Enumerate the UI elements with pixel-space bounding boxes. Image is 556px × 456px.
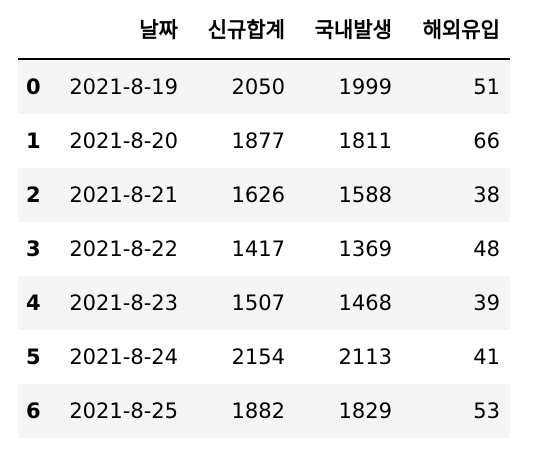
cell-date: 2021-8-24: [69, 345, 178, 369]
table-row: 6 2021-8-25 1882 1829 53: [18, 384, 510, 438]
header-total: 신규합계: [188, 0, 295, 60]
row-index: 0: [26, 75, 41, 99]
row-index: 1: [26, 129, 41, 153]
cell-domestic: 2113: [338, 345, 392, 369]
row-index: 5: [26, 345, 41, 369]
header-domestic: 국내발생: [295, 0, 402, 60]
cell-total: 1877: [231, 129, 285, 153]
header-index: [18, 0, 58, 60]
table-row: 5 2021-8-24 2154 2113 41: [18, 330, 510, 384]
cell-domestic: 1811: [338, 129, 392, 153]
cell-domestic: 1588: [338, 183, 392, 207]
table-row: 2 2021-8-21 1626 1588 38: [18, 168, 510, 222]
header-imported: 해외유입: [402, 0, 510, 60]
cell-imported: 41: [473, 345, 500, 369]
table-row: 3 2021-8-22 1417 1369 48: [18, 222, 510, 276]
cell-date: 2021-8-22: [69, 237, 178, 261]
cell-domestic: 1829: [338, 399, 392, 423]
row-index: 2: [26, 183, 41, 207]
table-row: 1 2021-8-20 1877 1811 66: [18, 114, 510, 168]
cell-domestic: 1468: [338, 291, 392, 315]
cell-imported: 53: [473, 399, 500, 423]
cell-date: 2021-8-20: [69, 129, 178, 153]
cell-total: 1626: [231, 183, 285, 207]
cell-total: 1882: [231, 399, 285, 423]
row-index: 4: [26, 291, 41, 315]
cell-total: 1417: [231, 237, 285, 261]
cell-date: 2021-8-21: [69, 183, 178, 207]
table-header: 날짜 신규합계 국내발생 해외유입: [18, 0, 510, 60]
table-body: 0 2021-8-19 2050 1999 51 1 2021-8-20 187…: [18, 59, 510, 438]
header-row: 날짜 신규합계 국내발생 해외유입: [18, 0, 510, 60]
cell-imported: 39: [473, 291, 500, 315]
table-row: 4 2021-8-23 1507 1468 39: [18, 276, 510, 330]
cell-total: 2050: [231, 75, 285, 99]
row-index: 6: [26, 399, 41, 423]
cell-total: 2154: [231, 345, 285, 369]
cell-date: 2021-8-25: [69, 399, 178, 423]
table-row: 0 2021-8-19 2050 1999 51: [18, 59, 510, 114]
dataframe-output: 날짜 신규합계 국내발생 해외유입 0 2021-8-19 2050 1999 …: [18, 0, 510, 438]
cell-imported: 48: [473, 237, 500, 261]
cell-domestic: 1369: [338, 237, 392, 261]
cell-date: 2021-8-19: [69, 75, 178, 99]
header-date: 날짜: [58, 0, 188, 60]
row-index: 3: [26, 237, 41, 261]
cell-total: 1507: [231, 291, 285, 315]
dataframe-table: 날짜 신규합계 국내발생 해외유입 0 2021-8-19 2050 1999 …: [18, 0, 510, 438]
cell-imported: 66: [473, 129, 500, 153]
cell-domestic: 1999: [338, 75, 392, 99]
cell-imported: 38: [473, 183, 500, 207]
cell-date: 2021-8-23: [69, 291, 178, 315]
cell-imported: 51: [473, 75, 500, 99]
